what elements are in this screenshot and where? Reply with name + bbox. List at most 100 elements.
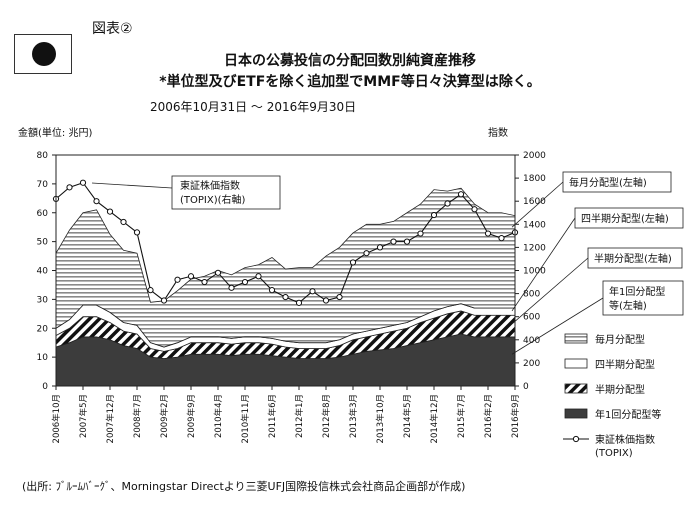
x-tick-label: 2013年3月	[348, 394, 359, 438]
right-tick-label: 1400	[523, 220, 546, 230]
x-tick-label: 2007年5月	[78, 394, 89, 438]
legend-swatch-0	[564, 333, 588, 344]
x-tick-label: 2014年12月	[429, 394, 440, 443]
left-tick-label: 80	[37, 151, 49, 161]
plot-area	[52, 179, 519, 387]
topix-point	[133, 229, 141, 236]
topix-point	[214, 269, 222, 276]
callout-quarterly-text: 四半期分配型(左軸)	[581, 212, 669, 225]
callout-topix-line1: 東証株価指数	[180, 179, 240, 192]
callout-annual-box	[602, 280, 684, 316]
topix-point	[255, 273, 262, 280]
x-tick-label: 2007年12月	[105, 394, 116, 443]
topix-point	[79, 179, 87, 186]
x-tick-label: 2016年9月	[510, 394, 521, 438]
topix-point	[498, 235, 505, 242]
x-tick-label: 2008年7月	[132, 394, 143, 438]
topix-point	[444, 200, 451, 207]
legend-topix-sub: (TOPIX)	[595, 448, 633, 459]
x-tick-label: 2016年2月	[483, 394, 494, 438]
right-tick-label: 1200	[523, 243, 546, 253]
topix-point	[147, 287, 154, 294]
callout-monthly-text: 毎月分配型(左軸)	[569, 176, 647, 189]
right-tick-label: 400	[523, 336, 540, 346]
callout-semi-text: 半期分配型(左軸)	[594, 252, 672, 265]
callout-topix-leader	[91, 182, 173, 189]
x-tick-label: 2015年7月	[456, 394, 467, 438]
callout-annual-text: 等(左軸)	[609, 299, 647, 312]
topix-point	[187, 273, 195, 280]
right-tick-label: 1000	[523, 267, 546, 277]
topix-point	[430, 211, 438, 219]
topix-point	[201, 278, 208, 286]
right-tick-label: 1600	[523, 197, 546, 207]
right-tick-label: 1800	[523, 174, 546, 184]
legend-label-3: 年1回分配型等	[595, 408, 661, 421]
left-tick-label: 60	[37, 209, 49, 219]
left-axis-label: 金額(単位: 兆円)	[18, 128, 93, 139]
topix-point	[174, 276, 181, 283]
topix-point	[228, 284, 235, 291]
legend-marker-topix	[572, 435, 580, 443]
left-tick-label: 50	[37, 238, 49, 248]
left-tick-label: 30	[37, 295, 49, 305]
callout-quarterly-leader	[511, 217, 576, 312]
callout-annual-text: 年1回分配型	[609, 285, 665, 298]
left-tick-label: 10	[37, 353, 49, 363]
topix-point	[403, 238, 411, 245]
chart-subtitle: *単位型及びETFを除く追加型でMMF等日々決算型は除く。	[159, 74, 541, 90]
legend-label-1: 四半期分配型	[595, 358, 655, 371]
topix-point	[66, 184, 73, 191]
legend-label-2: 半期分配型	[595, 383, 645, 396]
topix-point	[349, 259, 357, 266]
callout-monthly-leader	[511, 181, 564, 228]
topix-point	[471, 206, 478, 213]
x-tick-label: 2009年2月	[159, 394, 170, 438]
topix-point	[322, 297, 330, 304]
topix-point	[282, 293, 289, 301]
x-tick-label: 2012年1月	[294, 394, 305, 438]
callouts: 東証株価指数(TOPIX)(右軸) 毎月分配型(左軸) 四半期分配型(左軸) 半期分配…	[91, 171, 684, 355]
right-tick-label: 200	[523, 359, 540, 369]
x-tick-label: 2010年4月	[213, 394, 224, 438]
topix-point	[457, 191, 465, 198]
x-tick-label: 2012年8月	[321, 394, 332, 438]
flag-disc	[32, 42, 56, 66]
legend-swatch-3	[564, 408, 588, 419]
callout-topix-box	[171, 175, 281, 210]
topix-point	[363, 250, 370, 257]
topix-point	[106, 208, 114, 215]
right-tick-label: 600	[523, 313, 540, 323]
left-tick-label: 0	[42, 382, 48, 392]
figure-label: 図表②	[92, 21, 133, 37]
x-tick-label: 2006年10月	[51, 394, 62, 443]
callout-topix-line2: (TOPIX)(右軸)	[180, 193, 246, 206]
x-tick-label: 2013年10月	[375, 394, 386, 443]
topix-point	[120, 218, 127, 226]
chart-title: 日本の公募投信の分配回数別純資産推移	[224, 53, 476, 69]
legend-label-4: 東証株価指数	[595, 433, 655, 446]
topix-point	[376, 244, 384, 251]
right-tick-label: 0	[523, 382, 529, 392]
topix-point	[268, 287, 276, 294]
topix-point	[241, 278, 249, 286]
topix-point	[417, 230, 424, 237]
left-tick-label: 20	[37, 324, 49, 334]
right-tick-label: 2000	[523, 151, 546, 161]
callout-semi-leader	[511, 257, 589, 325]
x-tick-label: 2009年9月	[186, 394, 197, 438]
right-axis-label: 指数	[488, 128, 508, 139]
topix-point	[93, 198, 100, 205]
source-note: (出所: ﾌﾞﾙｰﾑﾊﾞｰｸﾞ、Morningstar Directより三菱UF…	[22, 480, 466, 493]
x-tick-label: 2014年5月	[402, 394, 413, 438]
period-label: 2006年10月31日 ～ 2016年9月30日	[150, 100, 357, 114]
topix-point	[336, 293, 343, 301]
topix-point	[295, 299, 303, 306]
x-tick-label: 2010年11月	[240, 394, 251, 443]
topix-point	[390, 238, 397, 245]
legend-swatch-1	[564, 358, 588, 369]
topix-point	[484, 230, 492, 237]
axes: 0102030405060708002004006008001000120014…	[37, 151, 547, 443]
